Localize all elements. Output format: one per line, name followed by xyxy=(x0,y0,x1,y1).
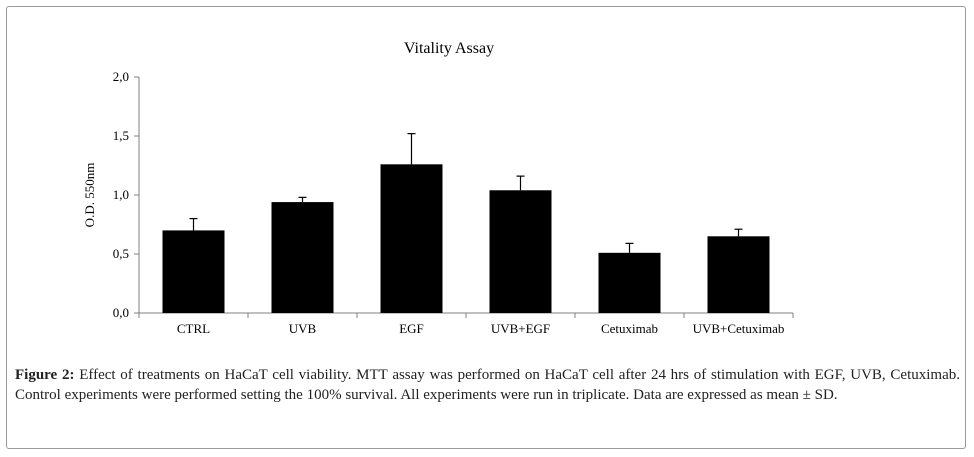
bar xyxy=(707,236,770,313)
bar xyxy=(489,190,552,313)
caption-text: Effect of treatments on HaCaT cell viabi… xyxy=(15,367,960,403)
y-tick-label: 1,5 xyxy=(113,128,129,143)
y-tick-label: 1,0 xyxy=(113,187,129,202)
y-tick-label: 2,0 xyxy=(113,69,129,84)
category-labels: CTRL UVB EGF UVB+EGF Cetuximab UVB+Cetuximab xyxy=(177,321,785,336)
bar xyxy=(162,230,225,313)
chart-axes: 0,0 0,5 1,0 1,5 2,0 xyxy=(113,69,794,320)
x-tick-label: CTRL xyxy=(177,321,210,336)
bars-group xyxy=(162,133,770,313)
x-tick-label: Cetuximab xyxy=(601,321,658,336)
x-tick-label: UVB+Cetuximab xyxy=(693,321,785,336)
bar xyxy=(271,202,334,313)
y-tick-label: 0,5 xyxy=(113,246,129,261)
figure-frame xyxy=(6,6,966,449)
x-tick-label: UVB xyxy=(289,321,317,336)
y-axis-label: O.D. 550nm xyxy=(82,163,97,228)
figure-caption: Figure 2: Effect of treatments on HaCaT … xyxy=(15,365,960,405)
caption-label: Figure 2: xyxy=(15,367,75,383)
chart-title: Vitality Assay xyxy=(404,40,494,57)
x-tick-label: EGF xyxy=(399,321,424,336)
y-tick-label: 0,0 xyxy=(113,305,129,320)
bar-chart: Vitality Assay O.D. 550nm 0,0 0,5 1,0 1,5 2,… xyxy=(82,40,794,336)
x-tick-label: UVB+EGF xyxy=(491,321,550,336)
bar xyxy=(380,164,443,313)
bar xyxy=(598,252,661,313)
